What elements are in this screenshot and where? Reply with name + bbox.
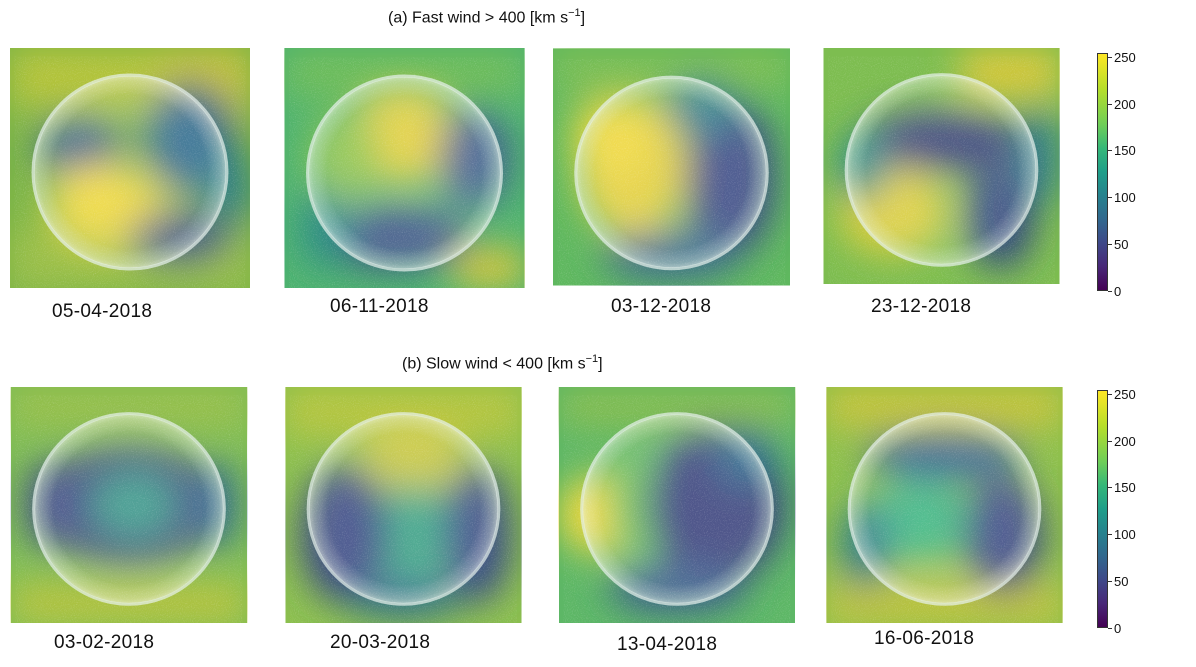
slow-wind-panel-4: [826, 387, 1063, 623]
colorbar-tick: 150: [1108, 480, 1136, 495]
date-label: 06-11-2018: [330, 296, 429, 317]
solar-disk-heatmap: [10, 48, 250, 288]
colorbar-tick: 150: [1108, 143, 1136, 158]
colorbar-tick: 0: [1107, 284, 1122, 299]
colorbar-fast: [1097, 53, 1108, 291]
colorbar-tick: 250: [1108, 50, 1136, 65]
colorbar-tick: 200: [1108, 434, 1136, 449]
colorbar-tick: 0: [1107, 621, 1122, 636]
solar-disk-heatmap: [559, 387, 795, 623]
date-label: 20-03-2018: [330, 632, 431, 653]
solar-disk-heatmap: [823, 48, 1060, 284]
solar-disk-heatmap: [553, 48, 790, 286]
date-label: 23-12-2018: [871, 296, 972, 317]
date-label: 13-04-2018: [617, 634, 718, 655]
colorbar-slow: [1097, 390, 1108, 628]
solar-disk-heatmap: [285, 387, 522, 623]
slow-wind-panel-2: [285, 387, 522, 623]
slow-wind-panel-1: [10, 387, 248, 623]
colorbar-tick: 250: [1108, 387, 1136, 402]
colorbar-tick: 100: [1108, 190, 1136, 205]
colorbar-tick: 50: [1107, 237, 1129, 252]
date-label: 16-06-2018: [874, 628, 975, 649]
colorbar-tick: 200: [1108, 97, 1136, 112]
fast-wind-panel-1: [10, 48, 250, 288]
date-label: 03-12-2018: [611, 296, 712, 317]
slow-wind-panel-3: [558, 387, 796, 623]
date-label: 03-02-2018: [54, 632, 155, 653]
solar-disk-heatmap: [284, 48, 525, 288]
date-label: 05-04-2018: [52, 301, 153, 322]
slow-wind-title: (b) Slow wind < 400 [km s−1]: [402, 353, 603, 373]
fast-wind-title: (a) Fast wind > 400 [km s−1]: [388, 7, 586, 27]
fast-wind-panel-2: [284, 48, 525, 288]
solar-disk-heatmap: [11, 387, 247, 623]
colorbar-tick: 100: [1108, 527, 1136, 542]
fast-wind-panel-3: [553, 48, 790, 286]
solar-disk-heatmap: [826, 387, 1063, 623]
colorbar-tick: 50: [1107, 574, 1129, 589]
fast-wind-panel-4: [823, 48, 1060, 284]
